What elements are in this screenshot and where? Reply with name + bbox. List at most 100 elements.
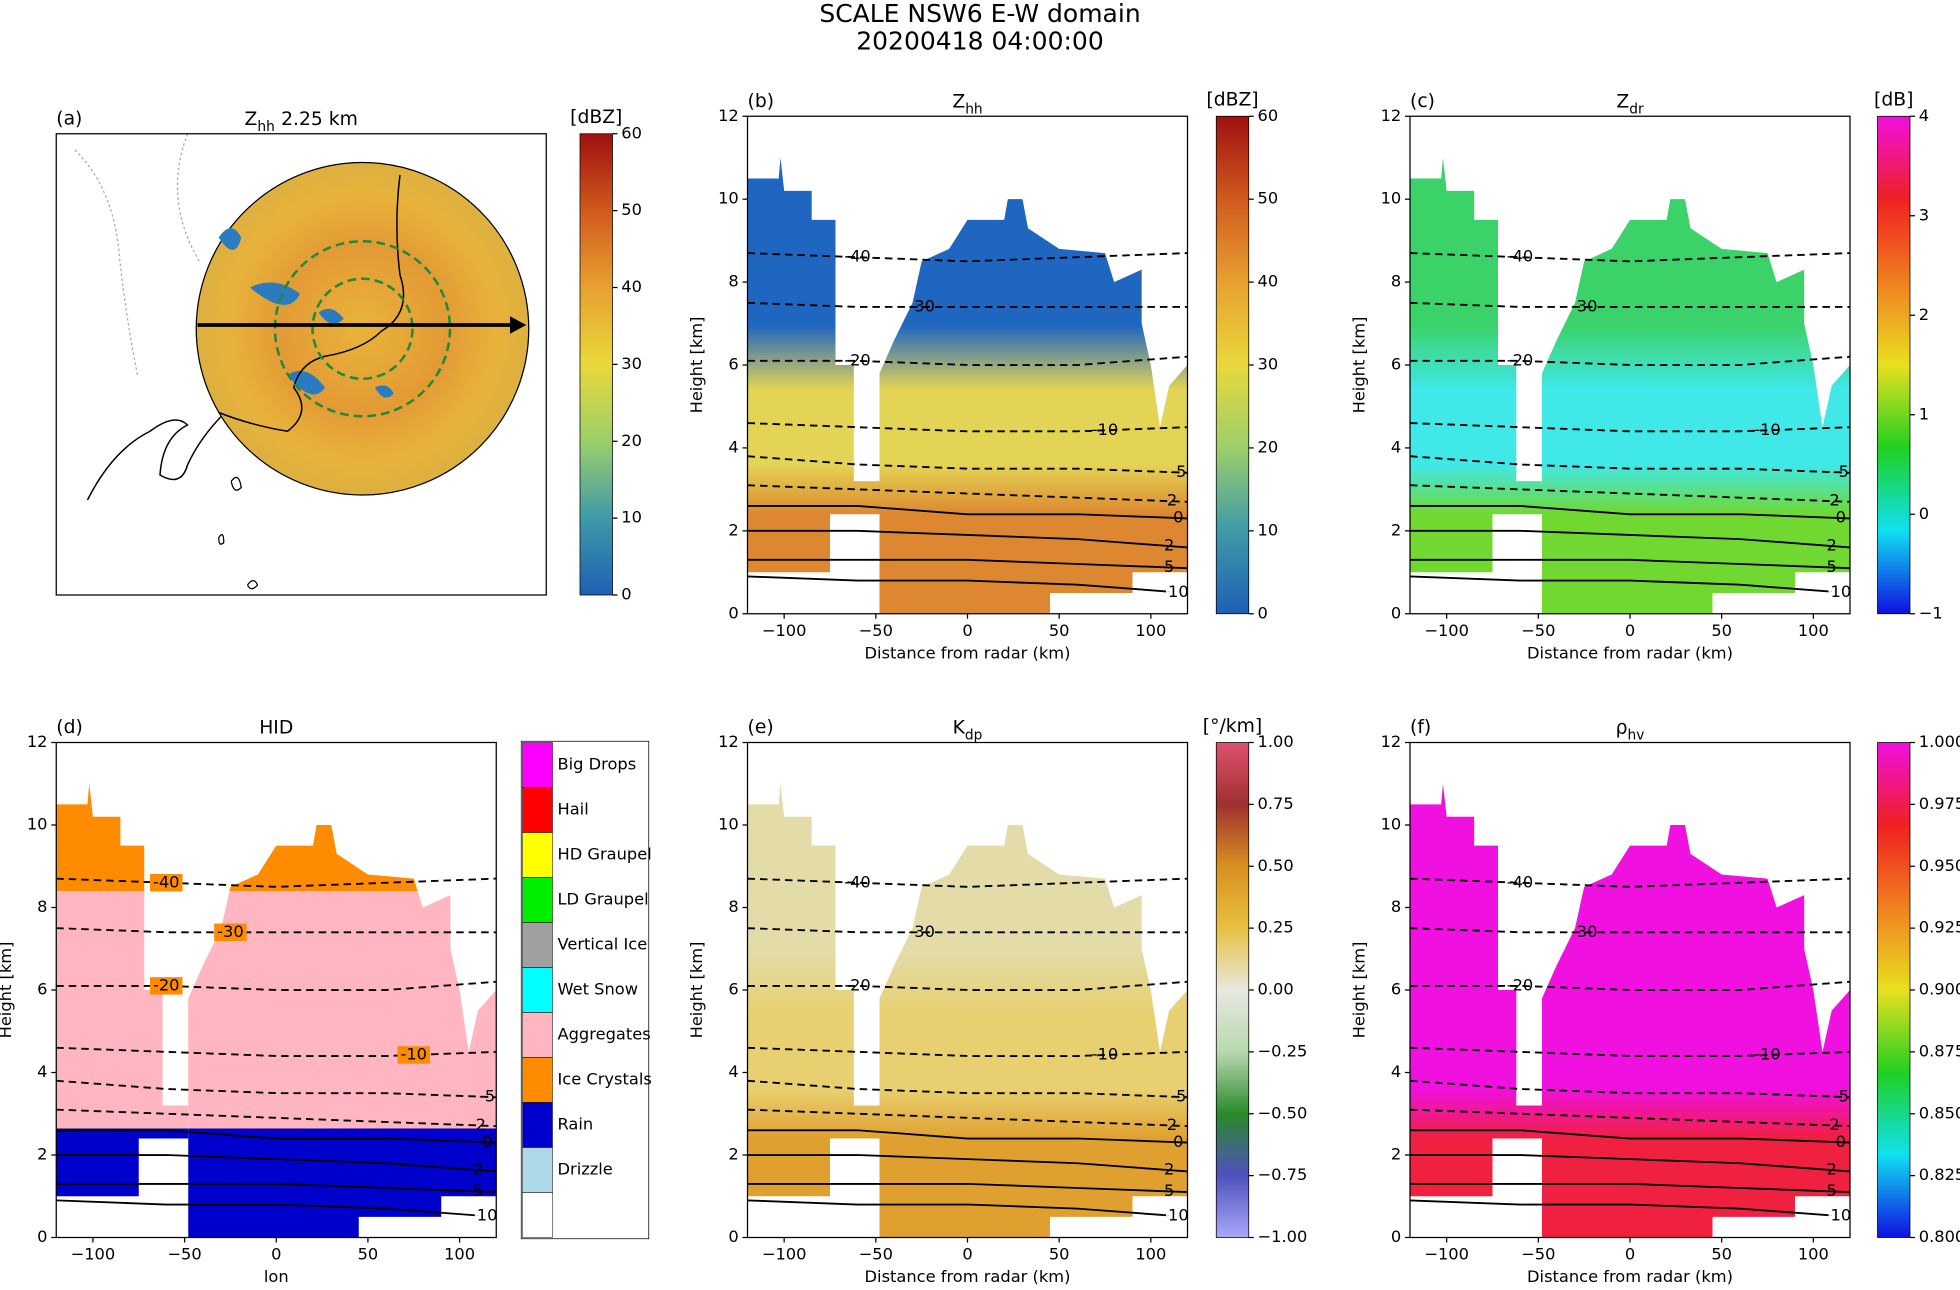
temperature-contour bbox=[747, 1079, 1188, 1099]
contour-label: -2 bbox=[1824, 491, 1840, 510]
contour-label: 10 bbox=[1168, 582, 1189, 601]
contour-label: -10 bbox=[1754, 420, 1781, 439]
x-tick-label: −100 bbox=[762, 1245, 807, 1264]
colorbar-tick-label: 1.000 bbox=[1919, 732, 1960, 751]
x-tick-label: 50 bbox=[1711, 621, 1732, 640]
legend-swatch bbox=[522, 1192, 553, 1238]
echo-region bbox=[56, 783, 189, 1197]
contour-label: -2 bbox=[1161, 1115, 1177, 1134]
temperature-contour bbox=[56, 980, 497, 991]
temperature-contour bbox=[1410, 927, 1850, 934]
temperature-contour bbox=[56, 1154, 497, 1173]
legend-swatch bbox=[522, 1147, 553, 1193]
y-tick-label: 12 bbox=[1381, 106, 1402, 125]
title-subscript: dr bbox=[1629, 101, 1644, 117]
colorbar-label: [dB] bbox=[1874, 90, 1913, 111]
temperature-contour bbox=[747, 355, 1188, 366]
temperature-contour bbox=[1410, 877, 1850, 888]
colorbar-tick-label: 0.00 bbox=[1258, 980, 1294, 999]
temperature-contour bbox=[747, 484, 1188, 503]
y-tick-label: 6 bbox=[1391, 980, 1401, 999]
temperature-contour bbox=[1410, 484, 1850, 503]
x-tick-label: 0 bbox=[1625, 1245, 1635, 1264]
y-tick-label: 4 bbox=[1391, 1062, 1401, 1081]
map bbox=[74, 133, 530, 590]
contour-label: 5 bbox=[1164, 557, 1174, 576]
colorbar-tick-label: 0 bbox=[621, 585, 631, 604]
x-tick-label: −100 bbox=[71, 1245, 116, 1264]
range-ring bbox=[273, 240, 452, 418]
colorbar-tick-label: 10 bbox=[621, 508, 642, 527]
temperature-contour bbox=[1410, 1129, 1850, 1144]
contour-label: -40 bbox=[1507, 872, 1534, 891]
temperature-contour bbox=[747, 1129, 1188, 1144]
colorbar-tick-label: 0.800 bbox=[1919, 1227, 1960, 1246]
legend-label: Big Drops bbox=[558, 755, 637, 774]
colorbar-tick-label: 0 bbox=[1919, 504, 1929, 523]
x-tick-label: −100 bbox=[1424, 621, 1469, 640]
temperature-contour bbox=[56, 1079, 497, 1099]
title-symbol: ρ bbox=[1616, 717, 1628, 738]
contour-label: -40 bbox=[844, 247, 871, 266]
title-suffix: 2.25 km bbox=[281, 108, 358, 129]
legend-label: Aggregates bbox=[558, 1025, 651, 1044]
x-tick-label: 0 bbox=[962, 1245, 972, 1264]
echo-region bbox=[1542, 199, 1850, 614]
legend-frame bbox=[520, 740, 650, 1240]
temperature-contour bbox=[747, 558, 1188, 570]
colorbar-tick-label: 1 bbox=[1919, 404, 1929, 423]
y-tick-label: 2 bbox=[728, 520, 738, 539]
y-tick-label: 6 bbox=[1391, 355, 1401, 374]
y-tick-label: 8 bbox=[728, 897, 738, 916]
colorbar-tick-label: 2 bbox=[1919, 305, 1929, 324]
x-axis-label: Distance from radar (km) bbox=[865, 643, 1071, 662]
legend-swatch bbox=[522, 1102, 553, 1148]
temperature-contour bbox=[747, 301, 1188, 308]
temperature-contour bbox=[56, 877, 497, 888]
y-tick-label: 10 bbox=[1381, 815, 1402, 834]
y-tick-label: 8 bbox=[728, 272, 738, 291]
border bbox=[74, 133, 201, 376]
x-tick-label: −100 bbox=[762, 621, 807, 640]
temperature-contour bbox=[747, 1046, 1188, 1057]
contour-label: 10 bbox=[1830, 582, 1851, 601]
panel-label: (a) bbox=[56, 108, 82, 129]
colorbar-tick-label: −1 bbox=[1919, 603, 1943, 622]
temperature-contour bbox=[747, 505, 1188, 520]
title-symbol: Z bbox=[1616, 91, 1629, 112]
temperature-contour bbox=[1410, 558, 1850, 570]
coastline bbox=[86, 411, 226, 501]
colorbar-tick-label: 0.75 bbox=[1258, 794, 1294, 813]
colorbar-tick-label: 60 bbox=[1258, 106, 1279, 125]
x-tick-label: −100 bbox=[1424, 1245, 1469, 1264]
y-axis-label: Height [km] bbox=[1350, 317, 1369, 414]
temperature-contour bbox=[1410, 1182, 1850, 1194]
title-subscript: hh bbox=[965, 101, 982, 117]
legend-swatch bbox=[522, 877, 553, 923]
colorbar-tick-label: 30 bbox=[621, 354, 642, 373]
temperature-contour bbox=[56, 1182, 497, 1194]
panel-title: HID bbox=[259, 717, 293, 738]
colorbar-tick-label: 0.25 bbox=[1258, 918, 1294, 937]
temperature-contour bbox=[1410, 355, 1850, 366]
x-tick-label: 100 bbox=[1135, 1245, 1166, 1264]
contour-label: 0 bbox=[1173, 1132, 1183, 1151]
map-frame bbox=[55, 133, 547, 596]
legend-label: LD Graupel bbox=[558, 890, 649, 909]
temperature-contour bbox=[1410, 422, 1850, 433]
legend-label: Hail bbox=[558, 800, 589, 819]
contour-label: -40 bbox=[153, 872, 180, 891]
legend-swatch bbox=[522, 787, 553, 833]
contour-label: -20 bbox=[844, 350, 871, 369]
temperature-contour bbox=[56, 927, 497, 934]
contour-label-bg bbox=[150, 977, 183, 995]
echo-region bbox=[879, 199, 1188, 614]
y-tick-label: 4 bbox=[1391, 437, 1401, 456]
y-tick-label: 6 bbox=[728, 355, 738, 374]
contour-label: 2 bbox=[1826, 1160, 1836, 1179]
x-axis-label: Distance from radar (km) bbox=[1527, 643, 1733, 662]
colorbar-tick-label: 3 bbox=[1919, 205, 1929, 224]
contour-label: -20 bbox=[153, 975, 180, 994]
colorbar-tick-label: 30 bbox=[1258, 355, 1279, 374]
